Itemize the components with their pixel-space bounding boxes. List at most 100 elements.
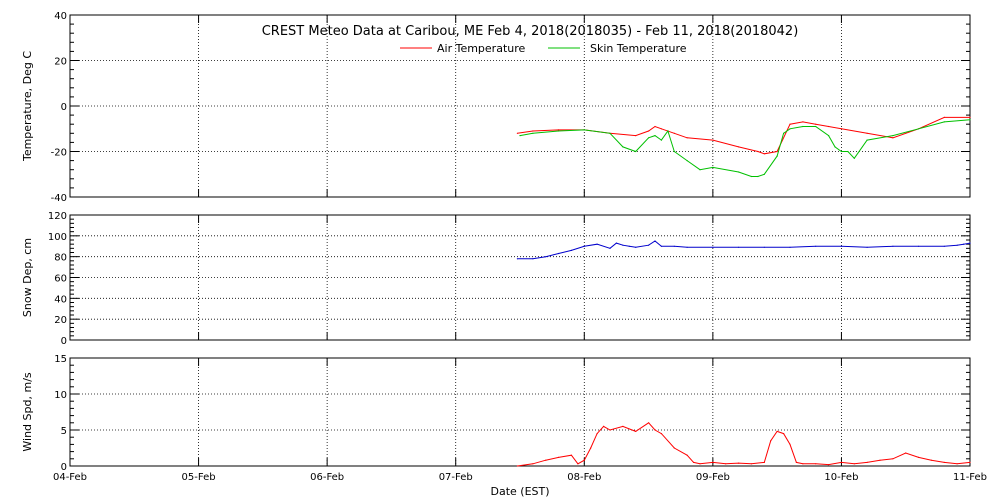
data-point	[763, 461, 765, 463]
data-point	[738, 146, 740, 148]
panel-0: -40 -20 0 20 40 Temperature, Deg C	[21, 11, 971, 204]
data-point	[847, 150, 849, 153]
data-point	[609, 247, 611, 249]
data-point	[789, 246, 791, 248]
data-point	[840, 128, 843, 130]
data-point	[969, 242, 971, 244]
data-point	[738, 246, 740, 248]
data-point	[532, 132, 534, 134]
data-point	[673, 447, 675, 449]
data-point	[815, 123, 817, 125]
y-tick-label: 10	[54, 390, 67, 401]
data-point	[840, 245, 843, 247]
data-point	[545, 256, 547, 258]
data-point	[757, 175, 759, 178]
data-point	[834, 146, 836, 148]
data-point	[757, 150, 759, 153]
data-point	[699, 169, 701, 171]
data-point	[770, 440, 772, 442]
data-point	[789, 123, 791, 125]
data-point	[815, 125, 817, 128]
series-line-air-temperature	[517, 116, 970, 155]
data-point	[660, 433, 663, 435]
y-tick-label: 40	[54, 294, 67, 305]
x-tick-label: 05-Feb	[182, 472, 216, 483]
data-point	[516, 132, 519, 134]
y-axis-title: Wind Spd, m/s	[21, 372, 34, 452]
data-point	[545, 459, 547, 461]
chart-panels: -40 -20 0 20 40 Temperature, Deg C 0 20 40 60 80 10…	[21, 11, 987, 483]
data-point	[930, 459, 933, 461]
data-point	[654, 125, 656, 128]
data-point	[686, 246, 688, 248]
data-point	[673, 150, 675, 153]
data-point	[969, 116, 971, 118]
data-point	[783, 132, 785, 134]
data-point	[648, 244, 650, 246]
data-point	[609, 132, 611, 134]
data-point	[918, 245, 920, 247]
data-point	[892, 458, 894, 460]
legend-label: Air Temperature	[437, 42, 526, 55]
data-point	[577, 463, 579, 465]
y-axis-title: Snow Dep, cm	[21, 238, 34, 317]
x-tick-label: 09-Feb	[696, 472, 730, 483]
data-point	[763, 173, 765, 175]
data-point	[853, 157, 855, 159]
series-line-snow-depth	[517, 240, 971, 260]
data-point	[699, 463, 701, 465]
data-point	[558, 130, 560, 132]
data-point	[943, 245, 945, 247]
data-point	[783, 433, 785, 435]
data-point	[558, 252, 560, 255]
panel-1: 0 20 40 60 80 100 120 Snow Dep, cm	[21, 211, 971, 347]
data-point	[609, 429, 611, 431]
data-point	[654, 240, 656, 242]
data-point	[943, 116, 945, 118]
data-point	[693, 461, 695, 463]
y-tick-label: 120	[48, 211, 67, 222]
x-tick-label: 08-Feb	[567, 472, 601, 483]
data-point	[738, 462, 740, 464]
data-point	[622, 146, 624, 148]
data-point	[532, 463, 534, 465]
data-point	[583, 245, 585, 247]
data-point	[635, 135, 637, 137]
data-point	[583, 459, 585, 461]
x-tick-label: 06-Feb	[310, 472, 344, 483]
data-point	[789, 128, 791, 130]
data-point	[686, 160, 688, 162]
data-point	[673, 245, 675, 247]
data-point	[622, 425, 624, 427]
y-tick-label: 60	[54, 274, 67, 285]
series-line-skin-temperature	[519, 119, 971, 177]
y-tick-label: 0	[61, 102, 67, 113]
data-point	[963, 243, 965, 245]
y-tick-label: 5	[61, 426, 67, 437]
data-point	[892, 245, 894, 247]
x-tick-label: 07-Feb	[439, 472, 473, 483]
data-point	[853, 463, 855, 465]
data-point	[725, 463, 727, 465]
data-point	[635, 430, 637, 432]
data-point	[596, 243, 598, 245]
data-point	[622, 244, 624, 246]
data-point	[615, 242, 618, 244]
data-point	[532, 130, 534, 132]
data-point	[558, 456, 560, 458]
data-point	[879, 459, 881, 461]
data-point	[570, 249, 573, 251]
y-tick-label: 20	[54, 315, 67, 326]
data-point	[815, 463, 817, 465]
data-point	[750, 175, 753, 178]
data-point	[828, 464, 830, 466]
data-point	[969, 461, 971, 463]
data-point	[660, 128, 663, 130]
data-point	[789, 443, 791, 445]
y-axis-title: Temperature, Deg C	[21, 51, 34, 162]
data-point	[516, 465, 519, 467]
x-tick-label: 11-Feb	[953, 472, 987, 483]
data-point	[712, 139, 714, 141]
data-point	[712, 246, 714, 248]
legend-label: Skin Temperature	[590, 42, 687, 55]
